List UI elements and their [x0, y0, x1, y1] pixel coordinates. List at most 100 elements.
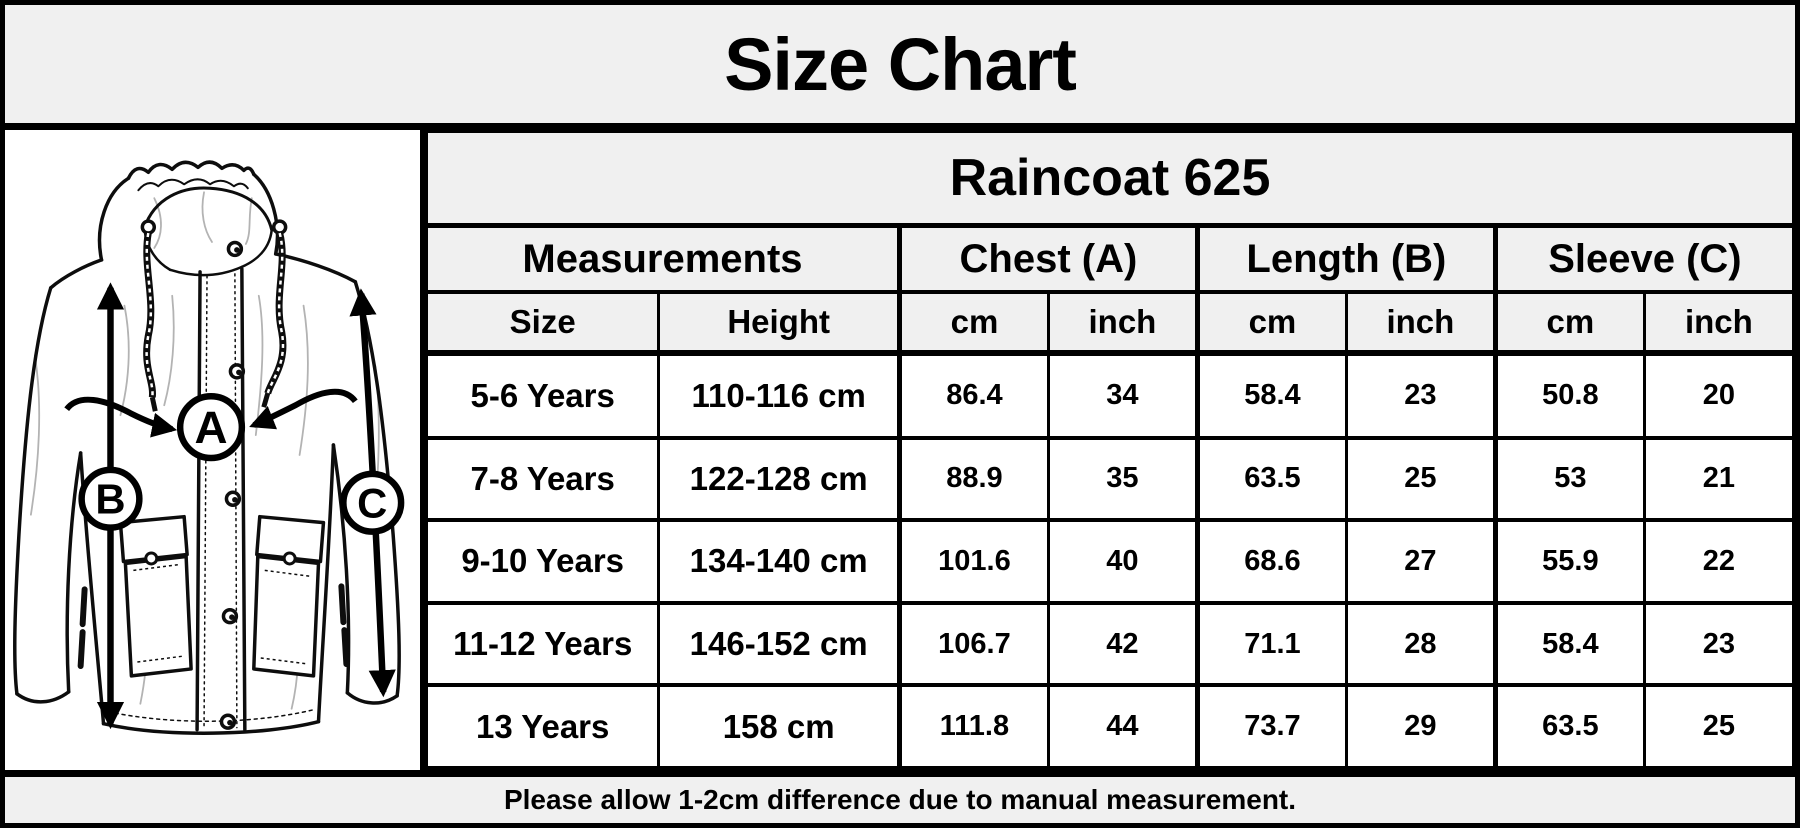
value-cell: 42	[1046, 601, 1199, 688]
label-c: C	[357, 480, 387, 527]
value-cell: 86.4	[896, 351, 1050, 440]
value-cell: 58.4	[1492, 601, 1646, 688]
height-cell: 122-128 cm	[657, 436, 901, 523]
snap-button	[226, 240, 244, 258]
size-cell: 11-12 Years	[424, 601, 661, 688]
footer-band: Please allow 1-2cm difference due to man…	[5, 770, 1795, 823]
value-cell: 28	[1344, 601, 1497, 688]
group-header-measurements: Measurements	[425, 224, 901, 294]
height-cell: 158 cm	[657, 683, 901, 770]
placket-buttons	[219, 240, 246, 730]
height-cell: 146-152 cm	[657, 601, 901, 688]
value-cell: 34	[1046, 351, 1199, 440]
hood-inner-ruffle	[137, 178, 249, 192]
hem-stitch	[107, 709, 315, 722]
value-cell: 23	[1344, 351, 1497, 440]
sub-header-cm: cm	[1194, 290, 1348, 356]
right-shoulder	[273, 252, 358, 284]
collar-line	[168, 265, 244, 277]
value-cell: 111.8	[896, 683, 1050, 770]
hood-ruffle-top	[126, 160, 256, 181]
value-cell: 44	[1046, 683, 1199, 770]
pockets	[118, 514, 326, 678]
value-cell: 68.6	[1194, 518, 1348, 605]
size-cell: 7-8 Years	[424, 436, 661, 523]
hem	[101, 719, 321, 735]
hood-right-edge	[252, 172, 280, 256]
placket-left-line	[195, 270, 202, 732]
right-eyelet	[271, 219, 288, 235]
sub-header-inch: inch	[1046, 290, 1199, 356]
right-pocket-stitch	[260, 569, 312, 665]
table-row: 11-12 Years 146-152 cm 106.7 42 71.1 28 …	[424, 601, 1795, 688]
value-cell: 73.7	[1194, 683, 1348, 770]
hood-opening-right	[240, 228, 273, 269]
right-side-tab	[338, 583, 350, 667]
left-pocket-pouch	[123, 554, 193, 678]
left-sleeve-inner	[65, 451, 83, 694]
right-drawstring	[264, 232, 287, 395]
hood-left-edge	[97, 176, 131, 262]
right-pocket-pouch	[252, 554, 321, 678]
main-section: A B C Raincoat 625	[5, 130, 1795, 770]
value-cell: 25	[1344, 436, 1497, 523]
product-row: Raincoat 625	[425, 130, 1795, 228]
snap-button	[221, 607, 239, 625]
snap-button	[219, 713, 237, 730]
size-cell: 9-10 Years	[424, 518, 661, 605]
group-header-row: Measurements Chest (A) Length (B) Sleeve…	[425, 224, 1795, 294]
drawstrings	[140, 219, 288, 412]
table-row: 5-6 Years 110-116 cm 86.4 34 58.4 23 50.…	[424, 351, 1795, 440]
measurement-disclaimer: Please allow 1-2cm difference due to man…	[503, 784, 1297, 815]
value-cell: 21	[1642, 436, 1795, 523]
snap-button	[224, 490, 242, 507]
value-cell: 35	[1046, 436, 1199, 523]
title-band: Size Chart	[5, 5, 1795, 130]
placket-stitch-left	[203, 275, 208, 729]
left-side-tab	[77, 586, 88, 669]
jacket-panel: A B C	[5, 130, 425, 770]
chest-arrow-right	[249, 388, 358, 430]
label-b: B	[95, 476, 125, 523]
sub-header-cm: cm	[896, 290, 1050, 356]
chest-arrow-left	[64, 396, 178, 438]
value-cell: 58.4	[1194, 351, 1348, 440]
product-name: Raincoat 625	[425, 130, 1795, 228]
group-header-length: Length (B)	[1194, 224, 1497, 294]
value-cell: 22	[1642, 518, 1795, 605]
right-aglet	[261, 392, 271, 408]
placket-right-line	[240, 267, 247, 732]
table-row: 13 Years 158 cm 111.8 44 73.7 29 63.5 25	[424, 683, 1795, 770]
measurement-labels: A B C	[78, 393, 405, 535]
right-body-side	[316, 443, 336, 724]
left-eyelet	[140, 219, 157, 235]
value-cell: 88.9	[896, 436, 1050, 523]
left-shoulder	[49, 258, 104, 290]
label-b-circle	[78, 466, 143, 531]
size-cell: 13 Years	[424, 683, 661, 770]
value-cell: 53	[1492, 436, 1646, 523]
sub-header-size: Size	[424, 290, 661, 356]
page-title: Size Chart	[724, 22, 1077, 106]
hood-opening	[142, 186, 274, 232]
sub-header-row: Size Height cm inch cm inch cm inch	[424, 290, 1795, 356]
left-pocket-button	[144, 551, 159, 566]
table-row: 9-10 Years 134-140 cm 101.6 40 68.6 27 5…	[424, 518, 1795, 605]
group-header-sleeve: Sleeve (C)	[1492, 224, 1795, 294]
label-a: A	[194, 402, 227, 453]
right-pocket-button	[282, 551, 297, 566]
table-row: 7-8 Years 122-128 cm 88.9 35 63.5 25 53 …	[424, 436, 1795, 523]
value-cell: 20	[1642, 351, 1795, 440]
left-sleeve-outer	[13, 286, 53, 696]
value-cell: 71.1	[1194, 601, 1348, 688]
group-header-chest: Chest (A)	[896, 224, 1199, 294]
left-cuff	[15, 690, 71, 704]
right-pocket-flap	[255, 514, 326, 564]
label-c-circle	[340, 470, 405, 535]
raincoat-illustration: A B C	[13, 160, 405, 735]
label-a-circle	[176, 393, 246, 462]
size-table-wrap: Raincoat 625 Measurements Chest (A) Leng…	[424, 130, 1795, 770]
left-aglet	[149, 396, 158, 412]
value-cell: 55.9	[1492, 518, 1646, 605]
